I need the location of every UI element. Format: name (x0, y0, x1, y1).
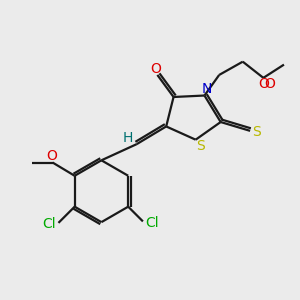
Text: O: O (264, 77, 275, 91)
Text: H: H (123, 130, 133, 145)
Text: S: S (196, 139, 204, 153)
Text: Cl: Cl (146, 216, 159, 230)
Text: S: S (252, 125, 261, 139)
Text: N: N (202, 82, 212, 96)
Text: O: O (46, 149, 57, 163)
Text: O: O (151, 62, 161, 76)
Text: O: O (258, 77, 269, 91)
Text: Cl: Cl (42, 217, 56, 231)
